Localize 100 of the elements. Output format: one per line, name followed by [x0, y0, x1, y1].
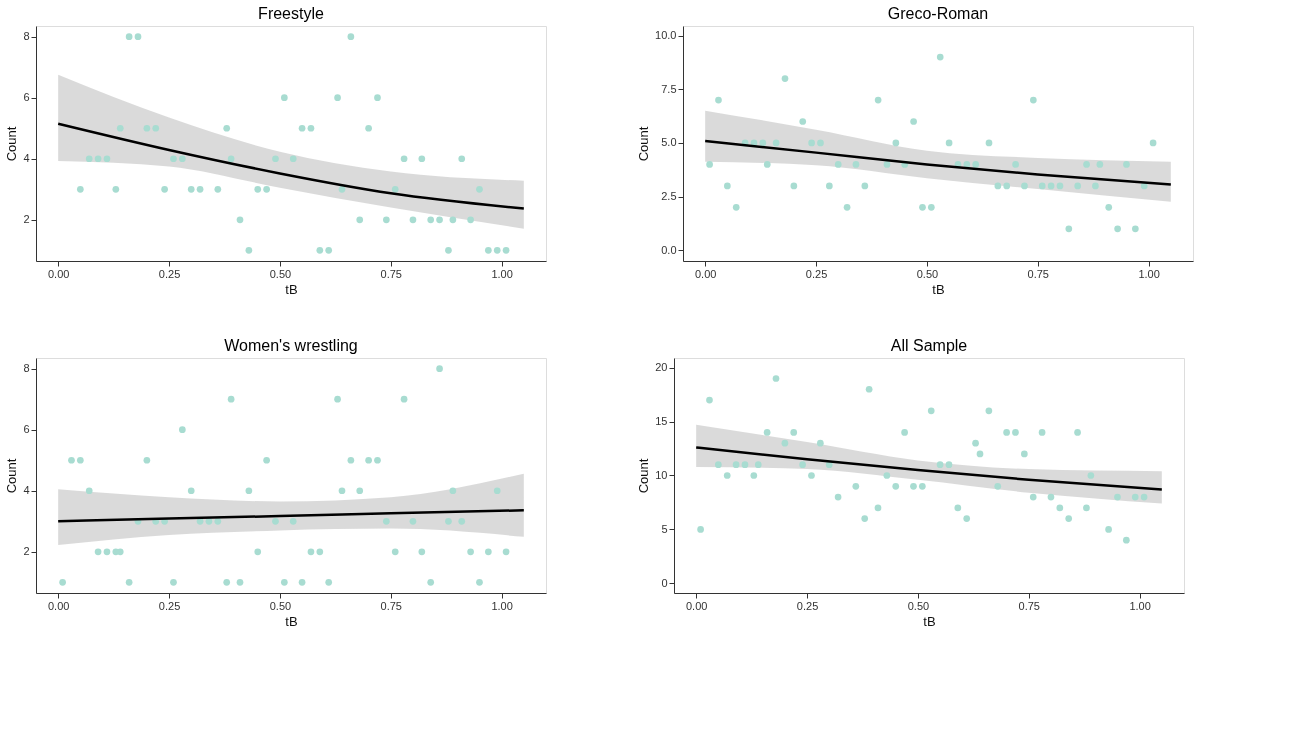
point [316, 246, 324, 254]
point [458, 517, 466, 525]
point [170, 578, 177, 586]
point [763, 429, 771, 436]
point [289, 155, 297, 163]
y-axis-title: Count [636, 458, 652, 494]
point [790, 429, 798, 436]
point [445, 246, 452, 254]
point [254, 185, 262, 193]
point [799, 118, 807, 125]
point [1083, 161, 1090, 168]
point [436, 365, 443, 373]
point [178, 426, 186, 434]
point [1012, 161, 1019, 168]
y-tick-label: 7.5 [661, 82, 677, 95]
point [103, 548, 111, 556]
point [994, 182, 1002, 190]
x-tick-label: 0.25 [158, 267, 181, 280]
point [817, 139, 824, 147]
point [347, 33, 355, 41]
point [214, 185, 222, 193]
point [347, 456, 355, 464]
x-tick-label: 0.25 [796, 599, 819, 612]
point [910, 118, 917, 125]
point [808, 472, 815, 479]
point [263, 456, 270, 464]
point [445, 517, 452, 525]
point [484, 548, 492, 556]
y-tick-label: 0 [661, 576, 668, 589]
point [1020, 450, 1028, 458]
point [116, 124, 124, 132]
point [307, 124, 315, 132]
point [706, 396, 713, 404]
point [1003, 182, 1011, 190]
point [1114, 225, 1121, 233]
point [976, 450, 984, 458]
y-axis-title: Count [4, 458, 20, 494]
point [227, 395, 235, 403]
point [289, 517, 297, 525]
point [272, 517, 279, 525]
point [400, 155, 408, 163]
point [892, 482, 900, 490]
point [1074, 182, 1082, 190]
point [816, 439, 824, 447]
point [298, 124, 306, 132]
point [1122, 536, 1130, 544]
point [316, 548, 324, 556]
y-tick-label: 20 [655, 361, 668, 374]
point [1038, 182, 1046, 190]
point [1114, 493, 1121, 501]
chart-title: Women's wrestling [224, 337, 358, 354]
point [697, 526, 704, 533]
point [112, 185, 120, 193]
line-series [703, 139, 1173, 186]
point [187, 487, 195, 495]
point [263, 185, 270, 193]
point [400, 395, 408, 403]
point [418, 155, 426, 163]
point [936, 461, 944, 469]
point [236, 216, 244, 224]
point [85, 487, 93, 495]
y-tick-label: 6 [23, 91, 30, 104]
x-axis-title: tB [932, 281, 945, 297]
point [1056, 504, 1064, 512]
x-tick-label: 0.25 [805, 267, 828, 280]
point [449, 216, 457, 224]
point [799, 461, 806, 469]
point [723, 472, 731, 479]
point [125, 33, 133, 41]
point [945, 461, 953, 469]
y-axis-title: Count [4, 126, 20, 162]
x-tick-label: 0.75 [380, 599, 402, 612]
x-tick-label: 0.50 [907, 599, 930, 612]
point [963, 515, 971, 522]
point [502, 548, 510, 556]
point [972, 161, 980, 168]
y-tick-label: 4 [23, 152, 30, 165]
point [763, 161, 771, 168]
point [808, 139, 815, 147]
point [334, 94, 341, 102]
point [759, 139, 767, 147]
point [409, 517, 417, 525]
point [409, 216, 417, 224]
point [1047, 493, 1055, 501]
point [754, 461, 762, 469]
point [714, 461, 722, 469]
point [356, 216, 364, 224]
y-tick-label: 6 [23, 423, 30, 436]
point [374, 456, 381, 464]
point [1029, 96, 1037, 104]
point [852, 482, 860, 490]
point [307, 548, 315, 556]
point [280, 94, 288, 102]
point [834, 493, 842, 501]
x-axis-title: tB [285, 281, 298, 297]
point [467, 216, 474, 224]
point [427, 578, 435, 586]
y-tick-label: 4 [23, 484, 30, 497]
x-tick-label: 0.75 [380, 267, 402, 280]
point [790, 182, 798, 190]
